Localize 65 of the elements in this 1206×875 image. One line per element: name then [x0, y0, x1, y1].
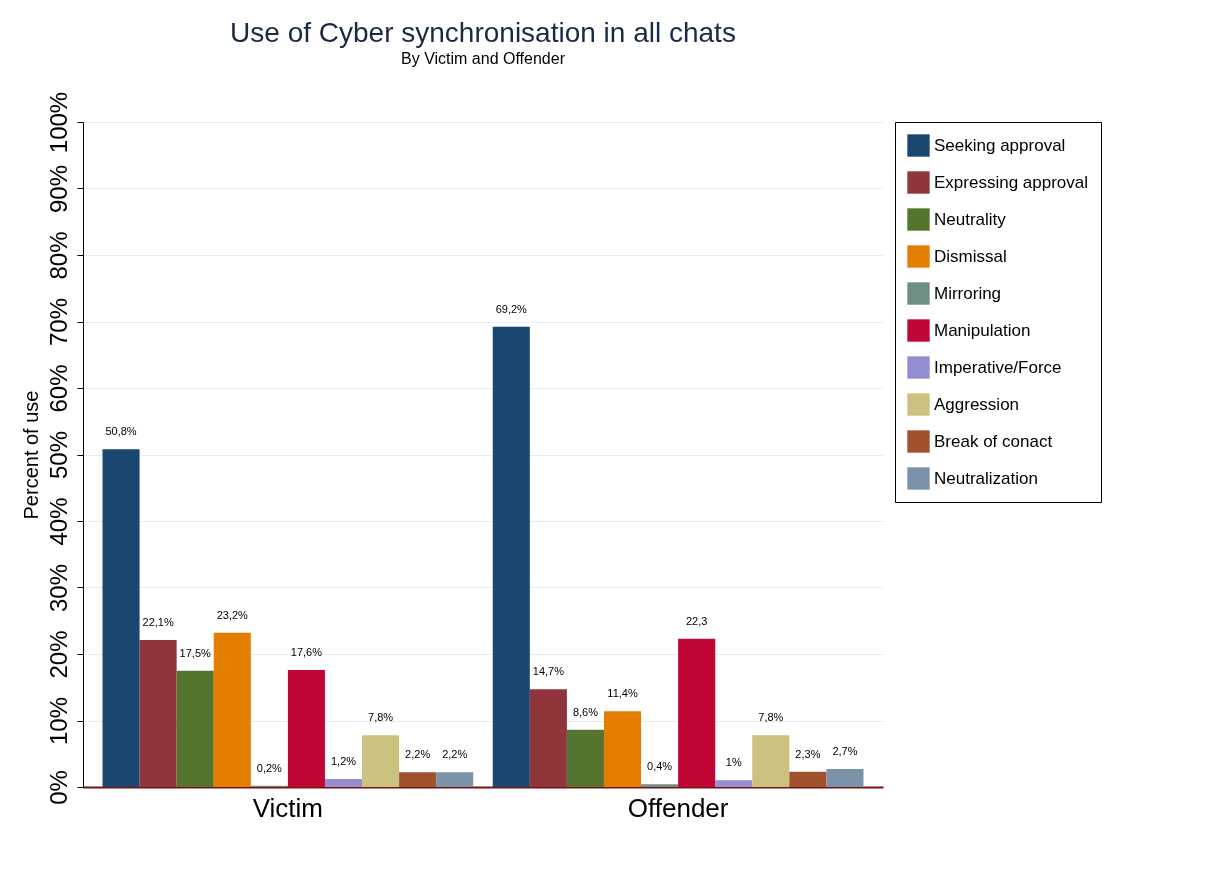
data-label: 2,3%	[795, 747, 821, 760]
bar	[826, 769, 864, 787]
y-tick-label: 70%	[44, 297, 72, 347]
data-label: 17,5%	[179, 646, 211, 659]
y-tick-label: 0%	[44, 770, 72, 805]
legend-label: Seeking approval	[934, 135, 1066, 155]
bar	[641, 784, 679, 787]
y-tick-label: 90%	[44, 164, 72, 214]
bar	[715, 780, 753, 787]
y-axis-title: Percent of use	[19, 390, 42, 520]
bar	[529, 689, 567, 787]
bar	[176, 670, 214, 787]
y-tick-label: 100%	[44, 91, 72, 154]
data-label: 69,2%	[495, 302, 528, 315]
data-label: 0,4%	[647, 760, 673, 773]
legend-label: Expressing approval	[934, 172, 1089, 192]
y-tick-label: 60%	[44, 364, 72, 413]
bar	[399, 772, 437, 787]
chart-title: Use of Cyber synchronisation in all chats	[230, 17, 736, 49]
legend-label: Dismissal	[934, 246, 1007, 266]
data-label: 11,4%	[607, 687, 638, 700]
data-label: 8,6%	[572, 705, 599, 718]
x-tick-label: Offender	[627, 792, 729, 823]
y-tick-label: 50%	[44, 430, 72, 480]
bar	[213, 632, 251, 787]
bar	[287, 669, 325, 787]
data-label: 22,1%	[142, 616, 174, 629]
data-label: 7,8%	[758, 711, 784, 724]
data-label: 1%	[725, 756, 742, 769]
bar	[102, 449, 140, 787]
data-label: 22,3	[685, 614, 708, 627]
bar	[362, 735, 400, 787]
bar	[789, 771, 827, 787]
legend-label: Aggression	[934, 394, 1020, 414]
y-tick-label: 30%	[44, 563, 72, 613]
bar	[566, 729, 604, 787]
data-label: 7,8%	[368, 711, 394, 724]
legend-label: Break of conact	[934, 431, 1053, 451]
bar	[324, 779, 363, 787]
y-tick-label: 80%	[44, 231, 72, 280]
legend-label: Manipulation	[934, 320, 1031, 340]
bar	[678, 638, 716, 787]
legend-label: Mirroring	[934, 283, 1002, 303]
data-label: 17,6%	[290, 645, 323, 658]
legend-label: Neutrality	[934, 209, 1007, 229]
data-label: 2,7%	[832, 745, 858, 758]
y-tick-label: 40%	[44, 497, 72, 546]
data-label: 14,7%	[532, 665, 565, 678]
bar	[436, 772, 474, 787]
data-label: 23,2%	[216, 608, 249, 621]
legend-label: Neutralization	[934, 468, 1038, 488]
legend-label: Imperative/Force	[934, 357, 1062, 377]
x-tick-label: Victim	[252, 792, 324, 823]
bar	[492, 326, 530, 787]
y-tick-label: 10%	[44, 696, 72, 746]
chart-subtitle: By Victim and Offender	[401, 50, 566, 68]
data-label: 0,2%	[256, 761, 283, 774]
bar	[603, 711, 642, 787]
data-label: 1,2%	[330, 755, 357, 768]
data-label: 2,2%	[405, 748, 431, 761]
bar	[752, 735, 790, 787]
data-label: 50,8%	[105, 425, 137, 438]
y-tick-label: 20%	[44, 630, 72, 679]
bar	[139, 640, 177, 787]
data-label: 2,2%	[442, 748, 468, 761]
